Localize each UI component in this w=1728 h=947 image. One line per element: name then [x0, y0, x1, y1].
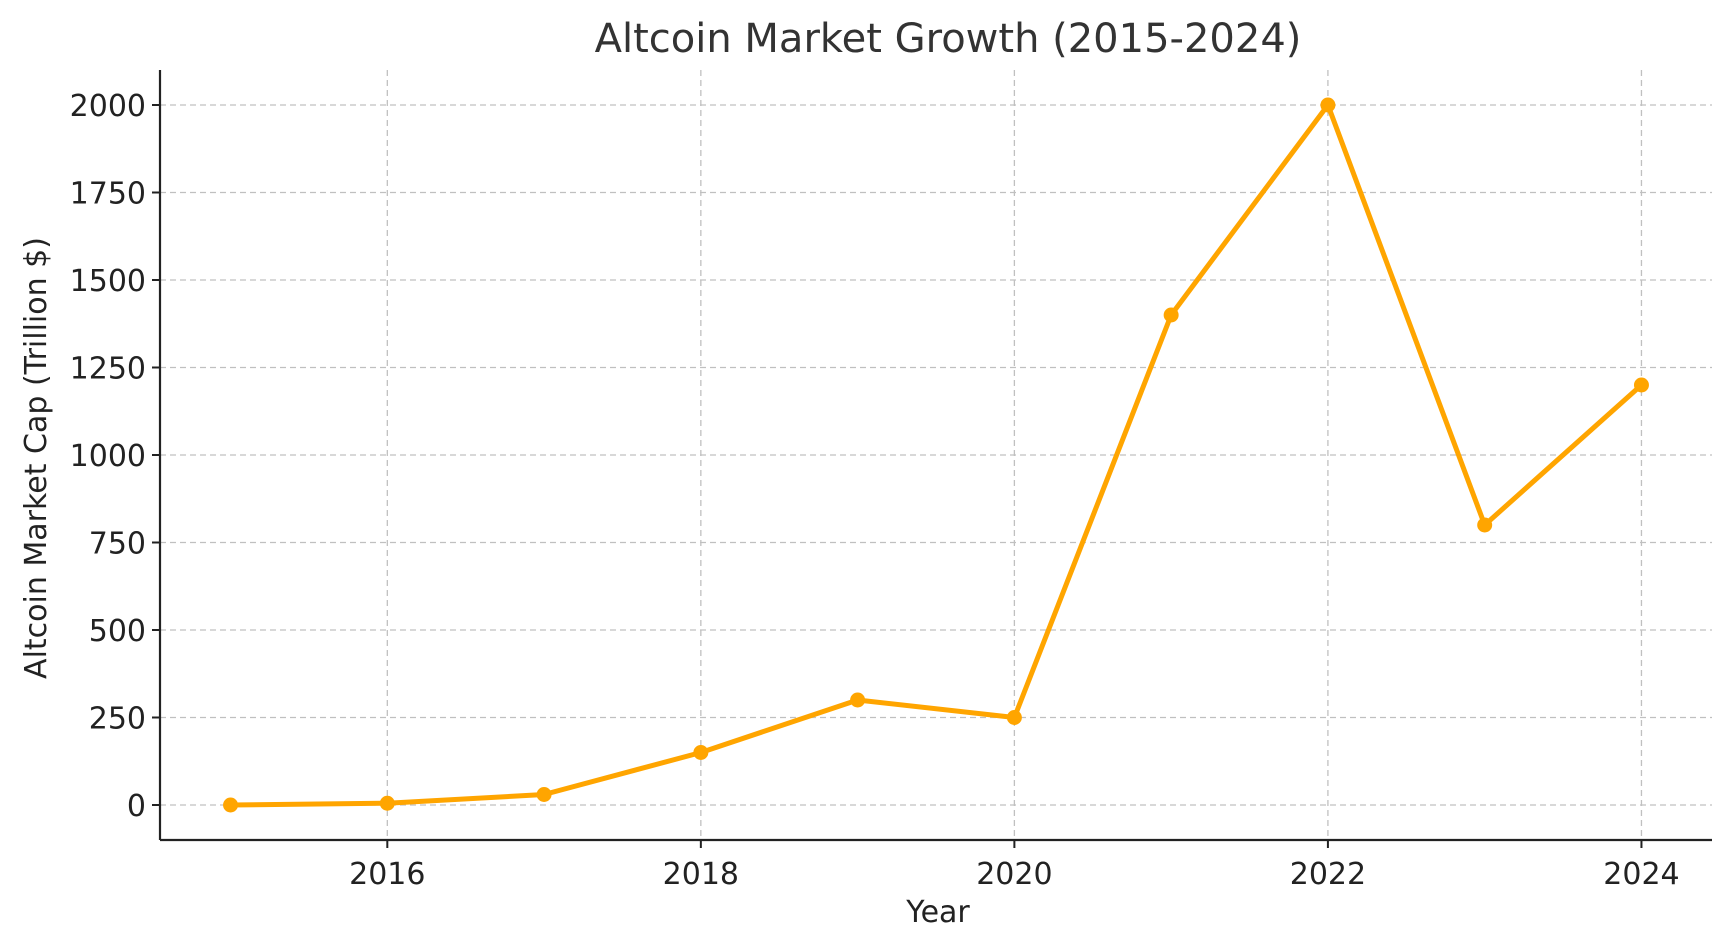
y-tick-label: 1250	[70, 352, 146, 387]
x-axis-label: Year	[905, 895, 970, 930]
x-tick-label: 2016	[349, 857, 425, 892]
chart-title: Altcoin Market Growth (2015-2024)	[595, 16, 1302, 62]
y-tick-label: 1750	[70, 177, 146, 212]
grid	[160, 70, 1712, 840]
y-axis-label: Altcoin Market Cap (Trillion $)	[19, 237, 54, 679]
y-tick-label: 1500	[70, 264, 146, 299]
data-point-2018	[693, 745, 709, 760]
data-point-2021	[1163, 307, 1179, 323]
x-tick-label: 2018	[663, 857, 739, 892]
x-tick-label: 2024	[1603, 857, 1679, 892]
data-point-2017	[536, 787, 552, 802]
y-tick-label: 500	[89, 614, 146, 649]
data-point-2022	[1320, 97, 1336, 113]
data-point-2024	[1633, 377, 1649, 393]
series	[223, 97, 1649, 813]
data-point-2023	[1477, 517, 1493, 533]
data-point-2015	[223, 797, 239, 813]
data-point-2019	[850, 692, 866, 708]
y-tick-label: 2000	[70, 89, 146, 124]
x-tick-label: 2020	[976, 857, 1052, 892]
y-tick-label: 1000	[70, 439, 146, 474]
series-line	[228, 102, 1644, 808]
axes: 0 250 500 750 1000 1250 1500 1750 2000 2016 2018 20…	[70, 70, 1712, 892]
y-tick-label: 750	[89, 527, 146, 562]
y-tick-label: 0	[127, 789, 146, 824]
y-tick-label: 250	[89, 702, 146, 737]
data-point-2020	[1006, 710, 1022, 725]
data-point-2016	[379, 795, 395, 811]
x-tick-label: 2022	[1290, 857, 1366, 892]
